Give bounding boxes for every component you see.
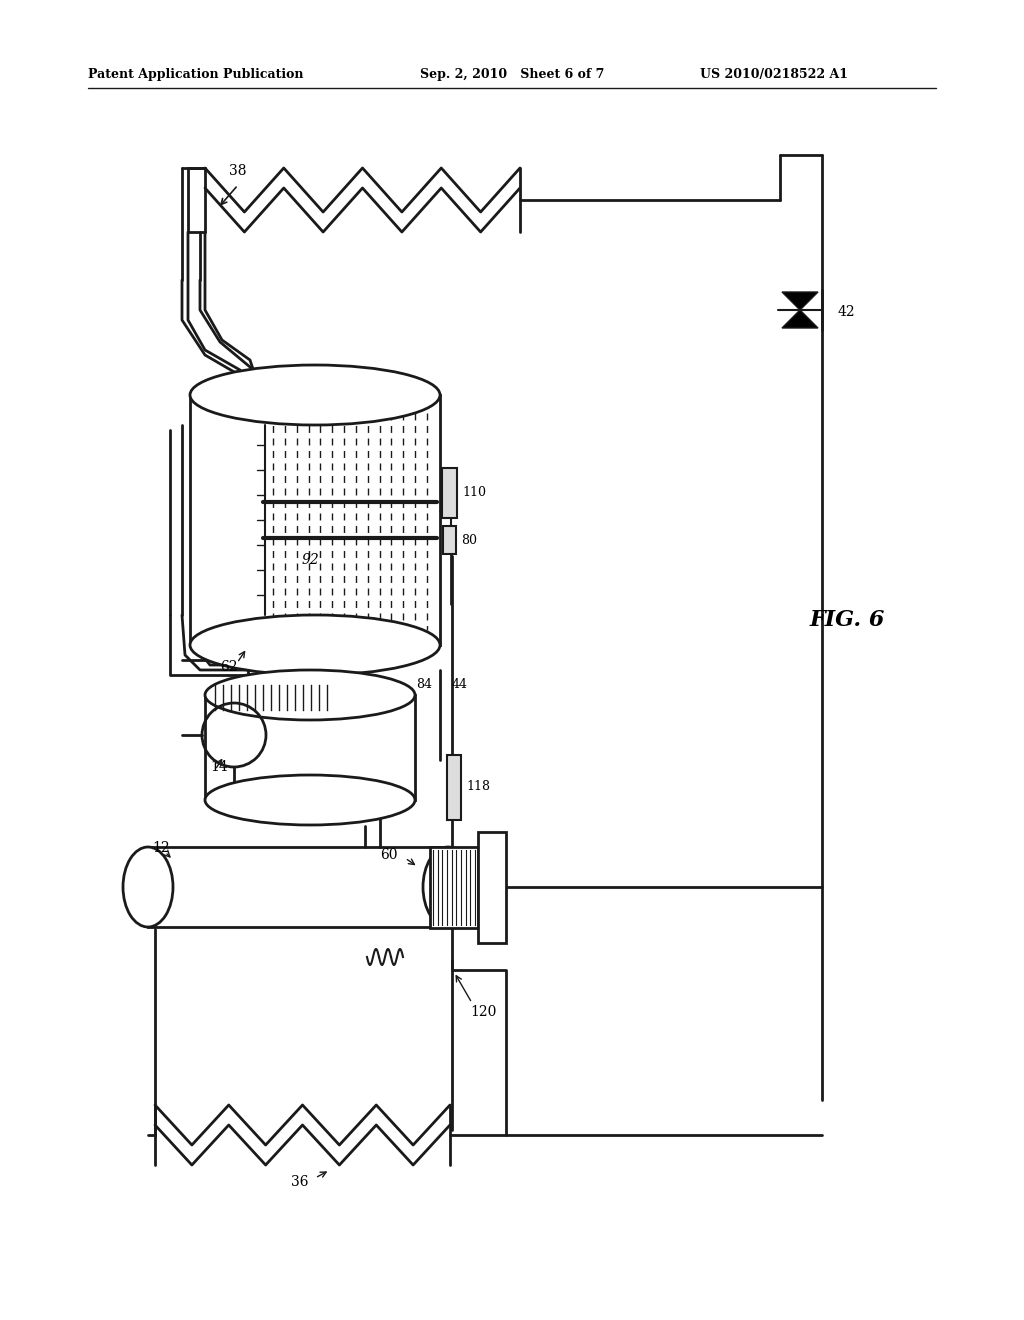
Ellipse shape	[190, 366, 440, 425]
Text: 44: 44	[452, 678, 468, 692]
Bar	[447, 755, 461, 820]
Text: 12: 12	[152, 841, 170, 855]
Text: 42: 42	[838, 305, 856, 319]
Text: US 2010/0218522 A1: US 2010/0218522 A1	[700, 69, 848, 81]
Text: 110: 110	[462, 487, 486, 499]
Ellipse shape	[423, 847, 473, 927]
Ellipse shape	[190, 615, 440, 675]
Bar	[442, 469, 457, 517]
Polygon shape	[782, 292, 818, 310]
Polygon shape	[782, 310, 818, 327]
Text: 80: 80	[461, 533, 477, 546]
Bar	[190, 395, 440, 645]
Ellipse shape	[205, 671, 415, 719]
Bar	[478, 832, 506, 942]
Text: 84: 84	[416, 678, 432, 692]
Text: 36: 36	[291, 1175, 309, 1189]
Text: 60: 60	[380, 847, 397, 862]
Ellipse shape	[123, 847, 173, 927]
Ellipse shape	[205, 775, 415, 825]
Text: Sep. 2, 2010   Sheet 6 of 7: Sep. 2, 2010 Sheet 6 of 7	[420, 69, 604, 81]
Text: 92: 92	[301, 553, 318, 568]
Bar	[148, 847, 449, 927]
Text: 62: 62	[220, 660, 238, 675]
Bar	[443, 525, 456, 554]
Bar	[430, 847, 478, 928]
Text: 120: 120	[470, 1005, 497, 1019]
Text: Patent Application Publication: Patent Application Publication	[88, 69, 303, 81]
Text: 38: 38	[229, 164, 247, 178]
Text: FIG. 6: FIG. 6	[810, 609, 886, 631]
Bar	[205, 696, 415, 800]
Text: 118: 118	[466, 780, 490, 793]
Text: 14: 14	[210, 760, 227, 774]
